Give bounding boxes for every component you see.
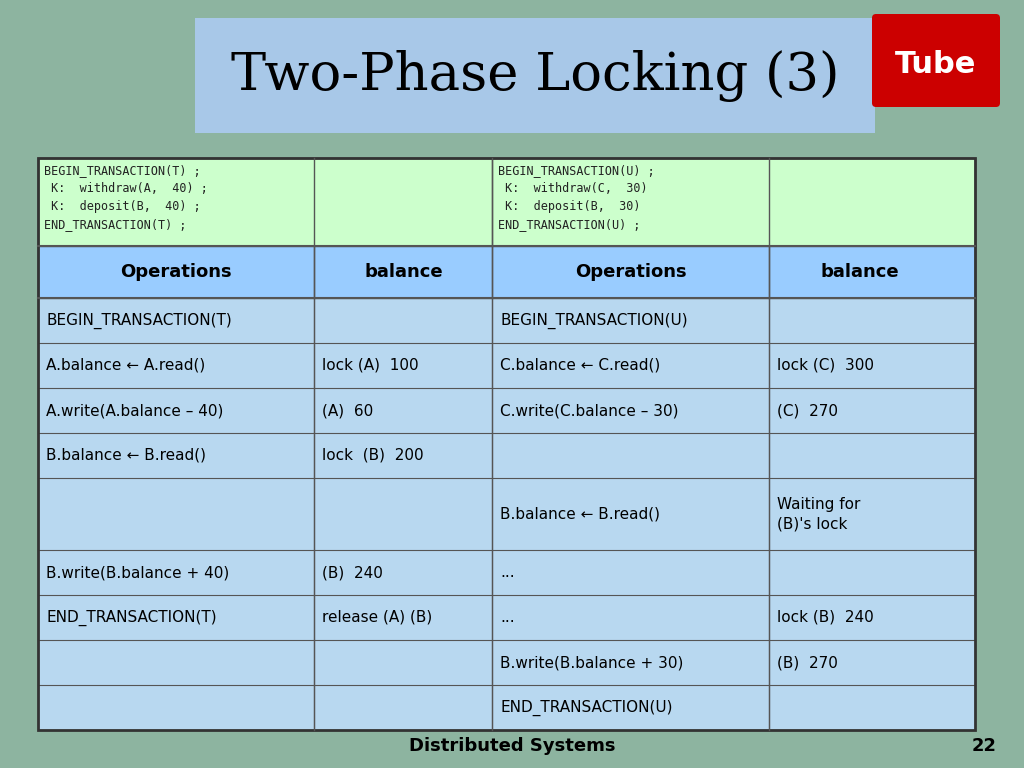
- Bar: [38, 343, 975, 388]
- Text: balance: balance: [365, 263, 442, 281]
- Text: C.balance ← C.read(): C.balance ← C.read(): [501, 358, 660, 373]
- Text: A.balance ← A.read(): A.balance ← A.read(): [46, 358, 205, 373]
- Text: balance: balance: [821, 263, 899, 281]
- Bar: [38, 298, 975, 343]
- Text: C.write(C.balance – 30): C.write(C.balance – 30): [501, 403, 679, 418]
- Text: ...: ...: [501, 610, 515, 625]
- Bar: [38, 388, 975, 433]
- Text: (A)  60: (A) 60: [323, 403, 374, 418]
- Bar: [38, 550, 975, 595]
- Bar: [38, 158, 975, 730]
- Bar: [38, 685, 975, 730]
- Text: BEGIN_TRANSACTION(T) ;
 K:  withdraw(A,  40) ;
 K:  deposit(B,  40) ;
END_TRANSA: BEGIN_TRANSACTION(T) ; K: withdraw(A, 40…: [44, 164, 208, 231]
- Text: Two-Phase Locking (3): Two-Phase Locking (3): [230, 49, 840, 101]
- Bar: [38, 478, 975, 550]
- Text: ...: ...: [501, 565, 515, 580]
- Text: BEGIN_TRANSACTION(U) ;
 K:  withdraw(C,  30)
 K:  deposit(B,  30)
END_TRANSACTIO: BEGIN_TRANSACTION(U) ; K: withdraw(C, 30…: [499, 164, 655, 231]
- Text: Operations: Operations: [574, 263, 686, 281]
- Text: BEGIN_TRANSACTION(T): BEGIN_TRANSACTION(T): [46, 313, 231, 329]
- Text: (C)  270: (C) 270: [777, 403, 838, 418]
- Text: Distributed Systems: Distributed Systems: [409, 737, 615, 755]
- Bar: [195, 18, 874, 133]
- Bar: [38, 640, 975, 685]
- Bar: [38, 158, 975, 246]
- Bar: [38, 433, 975, 478]
- Text: A.write(A.balance – 40): A.write(A.balance – 40): [46, 403, 223, 418]
- Text: (B)  270: (B) 270: [777, 655, 838, 670]
- Text: lock  (B)  200: lock (B) 200: [323, 448, 424, 463]
- Text: (B)  240: (B) 240: [323, 565, 383, 580]
- Text: END_TRANSACTION(U): END_TRANSACTION(U): [501, 700, 673, 716]
- Text: B.balance ← B.read(): B.balance ← B.read(): [501, 507, 660, 521]
- Bar: [38, 595, 975, 640]
- Text: B.write(B.balance + 40): B.write(B.balance + 40): [46, 565, 229, 580]
- Text: Operations: Operations: [121, 263, 232, 281]
- Text: B.write(B.balance + 30): B.write(B.balance + 30): [501, 655, 684, 670]
- Text: release (A) (B): release (A) (B): [323, 610, 433, 625]
- Text: Waiting for
(B)'s lock: Waiting for (B)'s lock: [777, 497, 860, 531]
- Text: lock (C)  300: lock (C) 300: [777, 358, 873, 373]
- Text: END_TRANSACTION(T): END_TRANSACTION(T): [46, 609, 217, 626]
- Text: 22: 22: [972, 737, 996, 755]
- Text: lock (A)  100: lock (A) 100: [323, 358, 419, 373]
- Text: BEGIN_TRANSACTION(U): BEGIN_TRANSACTION(U): [501, 313, 688, 329]
- Text: lock (B)  240: lock (B) 240: [777, 610, 873, 625]
- Text: B.balance ← B.read(): B.balance ← B.read(): [46, 448, 206, 463]
- FancyBboxPatch shape: [872, 14, 1000, 107]
- Text: Tube: Tube: [895, 50, 977, 79]
- Bar: [38, 246, 975, 298]
